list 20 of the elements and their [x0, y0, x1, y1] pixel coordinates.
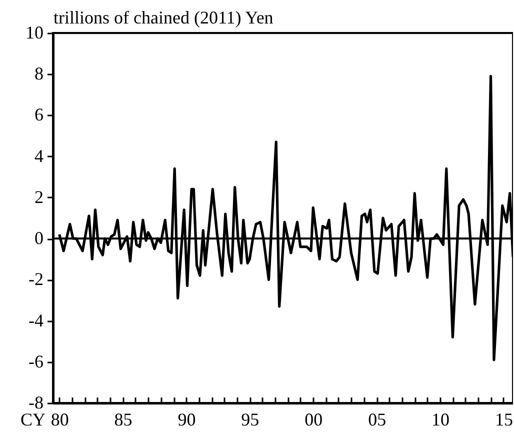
- x-tick-label: 10: [432, 410, 450, 430]
- y-tick-label: -6: [28, 351, 44, 372]
- x-tick-label: 05: [368, 410, 386, 430]
- y-tick-label: 10: [26, 22, 44, 42]
- x-tick-label: 85: [114, 410, 132, 430]
- y-tick-label: -2: [28, 269, 44, 290]
- x-tick-label: 80: [50, 410, 69, 430]
- x-axis-title: CY: [20, 410, 46, 430]
- x-tick-label: 90: [178, 410, 196, 430]
- y-tick-label: 4: [34, 146, 44, 166]
- y-axis-title: trillions of chained (2011) Yen: [54, 8, 274, 28]
- y-tick-label: -4: [28, 310, 44, 330]
- y-tick-label: -8: [28, 392, 44, 412]
- x-tick-label: 15: [494, 410, 513, 430]
- y-tick-label: 6: [34, 104, 44, 125]
- y-tick-label: 2: [34, 186, 44, 207]
- x-tick-label: 00: [304, 410, 323, 430]
- y-tick-label: 8: [34, 64, 44, 84]
- x-tick-label: 95: [241, 410, 260, 430]
- y-tick-label: 0: [34, 228, 44, 248]
